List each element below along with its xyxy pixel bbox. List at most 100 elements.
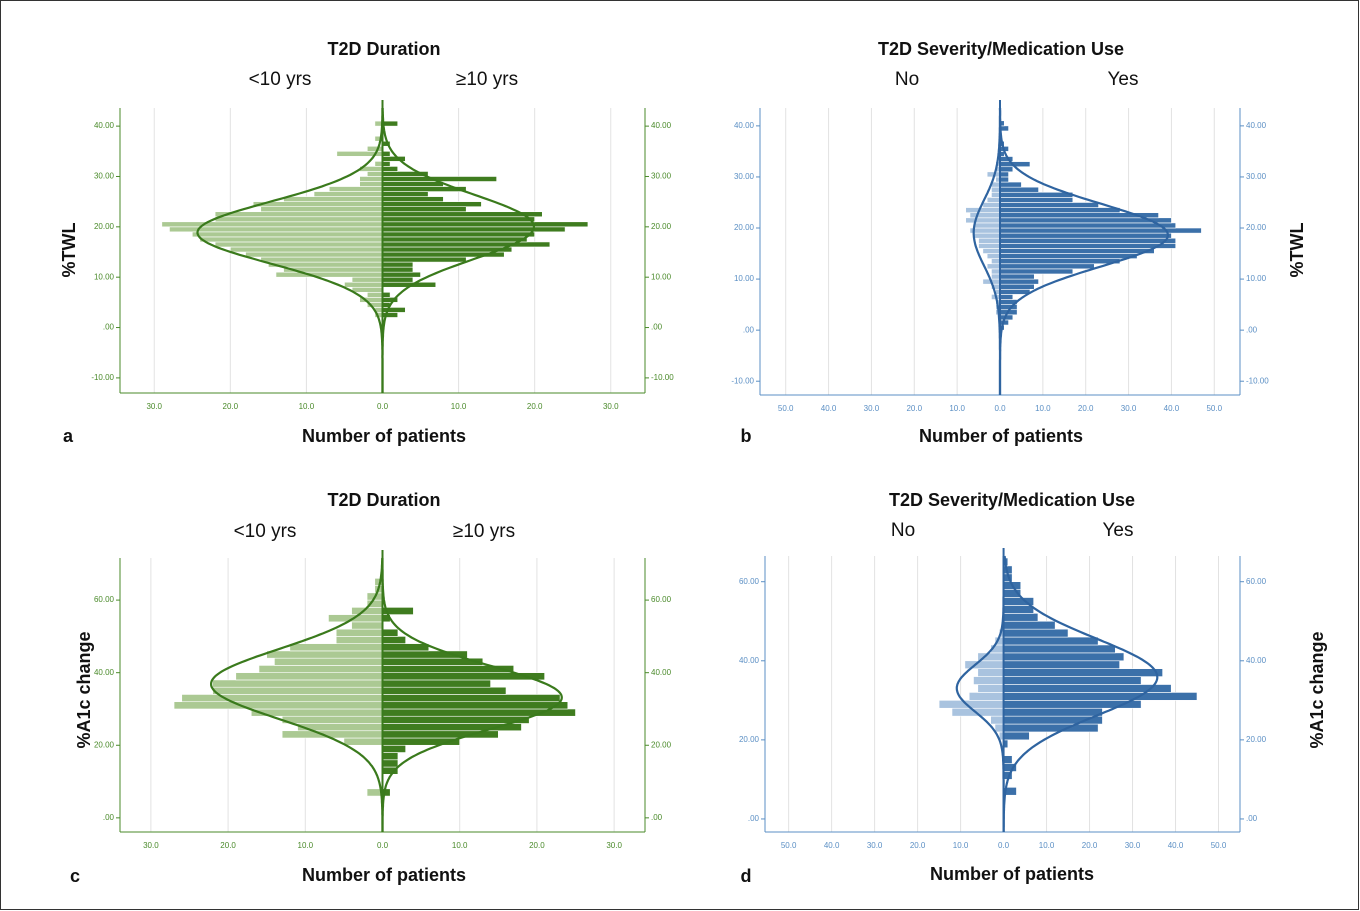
bar — [161, 221, 383, 228]
bar — [283, 196, 383, 202]
bar — [382, 636, 406, 644]
bar — [382, 241, 551, 248]
bar — [374, 161, 383, 167]
bar — [281, 730, 383, 739]
bar — [991, 273, 1001, 280]
x-tick-label: 50.0 — [781, 841, 797, 850]
y-tick-label: -10.00 — [1246, 376, 1269, 385]
bar — [382, 701, 569, 710]
y-tick-label: 20.00 — [734, 223, 755, 232]
x-tick-label: 50.0 — [778, 404, 794, 413]
y-tick-label: .00 — [103, 323, 115, 332]
bar — [313, 191, 383, 197]
bar — [382, 181, 444, 187]
x-tick-label: 20.0 — [529, 841, 545, 850]
bar — [382, 261, 414, 268]
bar — [999, 283, 1035, 290]
normal-curve — [209, 557, 384, 832]
bar — [382, 628, 399, 637]
bar — [973, 676, 1004, 685]
bar — [1003, 707, 1103, 717]
bar — [999, 227, 1202, 234]
y-tick-label: .00 — [748, 814, 760, 823]
y-tick-label: 40.00 — [94, 121, 115, 130]
bar — [969, 212, 1001, 219]
x-tick-label: 30.0 — [864, 404, 880, 413]
y-tick-label: 40.00 — [739, 656, 760, 665]
bar — [973, 222, 1001, 229]
bar — [999, 294, 1014, 300]
y-tick-label: 60.00 — [651, 595, 672, 604]
chart-title: T2D Duration — [327, 39, 440, 59]
bar — [999, 176, 1009, 183]
group-label: <10 yrs — [234, 521, 297, 542]
x-tick-label: 10.0 — [298, 841, 314, 850]
bar — [382, 266, 414, 273]
y-tick-label: 10.00 — [734, 274, 755, 283]
x-tick-label: 10.0 — [953, 841, 969, 850]
bar — [1003, 620, 1056, 630]
y-tick-label: 20.00 — [1246, 735, 1267, 744]
panel-letter: a — [63, 426, 74, 446]
y-tick-label: -10.00 — [651, 373, 674, 382]
bar — [382, 686, 507, 695]
x-tick-label: 30.0 — [1125, 841, 1141, 850]
bar — [382, 231, 535, 238]
y-tick-label: .00 — [103, 813, 115, 822]
x-tick-label: 20.0 — [220, 841, 236, 850]
x-tick-label: 0.0 — [377, 841, 389, 850]
y-tick-label: .00 — [743, 325, 755, 334]
panel-letter: c — [70, 866, 80, 886]
y-tick-label: 40.00 — [734, 121, 755, 130]
bar — [999, 268, 1074, 275]
x-tick-label: 20.0 — [1082, 841, 1098, 850]
panel-letter: d — [741, 866, 752, 886]
y-tick-label: 40.00 — [1246, 121, 1267, 130]
bar — [999, 181, 1022, 188]
bar — [335, 628, 383, 637]
y-tick-label: 40.00 — [651, 121, 672, 130]
normal-curve — [1002, 555, 1159, 832]
bar — [260, 206, 383, 213]
bar — [230, 246, 383, 253]
y-axis-label: %TWL — [59, 223, 79, 278]
bar — [1003, 652, 1125, 662]
y-tick-label: 40.00 — [1246, 656, 1267, 665]
bar — [382, 291, 391, 298]
bar — [258, 665, 383, 673]
bar — [173, 701, 383, 710]
x-tick-label: 40.0 — [821, 404, 837, 413]
bar — [351, 621, 383, 630]
x-tick-label: 30.0 — [867, 841, 883, 850]
group-label: ≥10 yrs — [456, 69, 518, 90]
bar — [382, 759, 399, 768]
bar — [999, 237, 1177, 244]
bar — [999, 263, 1095, 270]
bar — [382, 166, 399, 172]
x-tick-label: 40.0 — [1164, 404, 1180, 413]
y-tick-label: 30.00 — [651, 172, 672, 181]
x-tick-label: 0.0 — [377, 402, 389, 411]
y-tick-label: 10.00 — [94, 272, 115, 281]
y-tick-label: -10.00 — [91, 373, 114, 382]
bar — [260, 256, 383, 263]
bar — [382, 120, 399, 127]
bar — [343, 737, 383, 746]
y-tick-label: 10.00 — [1246, 274, 1267, 283]
bar — [214, 211, 383, 218]
y-tick-label: 40.00 — [94, 668, 115, 677]
bar — [990, 715, 1004, 725]
bar — [382, 201, 482, 207]
bar — [999, 278, 1039, 285]
bar — [1003, 628, 1069, 638]
y-tick-label: 30.00 — [734, 172, 755, 181]
bar — [382, 694, 561, 703]
bar — [214, 241, 383, 248]
y-tick-label: 20.00 — [1246, 223, 1267, 232]
bar — [986, 197, 1001, 203]
group-label: Yes — [1108, 69, 1139, 90]
y-axis-label: %TWL — [1287, 223, 1307, 278]
x-tick-label: 30.0 — [143, 841, 159, 850]
bar — [382, 752, 399, 761]
